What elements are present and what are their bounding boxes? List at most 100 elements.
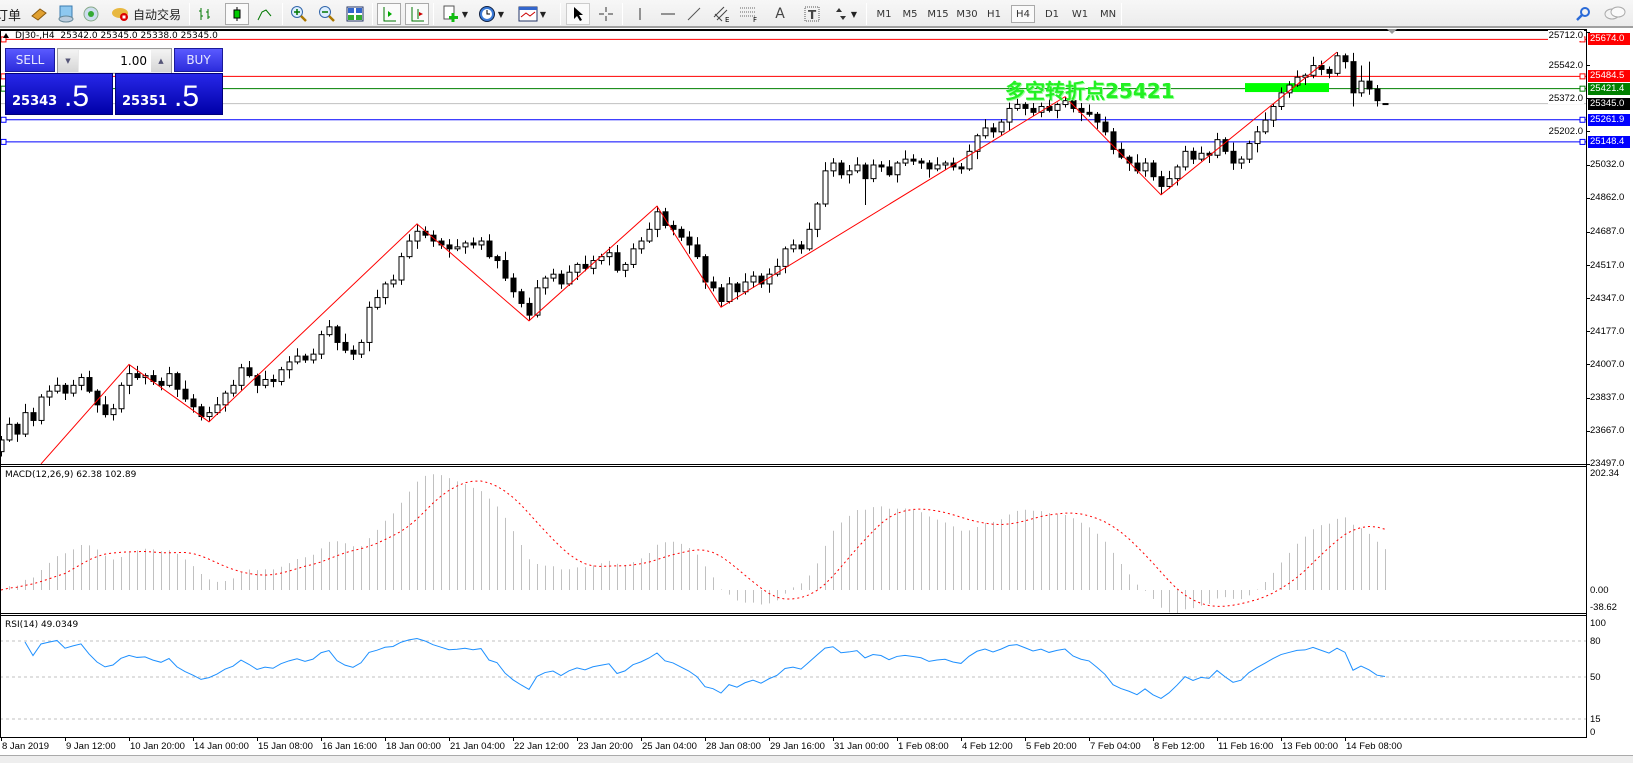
timeframe-h4-button[interactable]: H4 — [1011, 5, 1035, 23]
price-chart[interactable] — [0, 29, 1587, 465]
candle-body — [998, 121, 1005, 133]
sell-price-box[interactable]: 25343 .5 — [5, 73, 113, 115]
buy-price-box[interactable]: 25351 .5 — [115, 73, 223, 115]
lot-input[interactable]: 1.00 — [79, 50, 151, 72]
vertical-line-icon[interactable] — [630, 3, 650, 25]
rsi-pane[interactable] — [0, 617, 1587, 738]
candle-body — [510, 277, 517, 293]
auto-scroll-icon[interactable] — [377, 3, 401, 25]
candle-body — [990, 127, 997, 133]
date-tick-mark — [1089, 738, 1090, 741]
candle — [582, 255, 589, 272]
tile-windows-icon[interactable] — [344, 3, 366, 25]
candle — [910, 154, 917, 165]
candle-body — [214, 404, 221, 414]
date-tick-label: 28 Jan 08:00 — [706, 741, 761, 752]
candle — [646, 222, 653, 243]
macd-tick-label: 202.34 — [1590, 468, 1620, 479]
autotrading-button[interactable]: 自动交易 — [108, 3, 184, 25]
date-tick-mark — [897, 738, 898, 741]
candle — [918, 158, 925, 169]
timeframe-m1-button[interactable]: M1 — [876, 8, 892, 20]
periods-clock-icon[interactable]: ▼ — [476, 3, 506, 25]
candle-body — [0, 439, 5, 453]
fibonacci-icon[interactable]: F — [737, 3, 761, 25]
timeframe-m5-button[interactable]: M5 — [902, 8, 918, 20]
price-tick-mark — [1587, 164, 1590, 166]
price-tick-label: 25032.0 — [1590, 159, 1625, 171]
candle-body — [934, 164, 941, 170]
arrows-icon[interactable]: ▼ — [828, 3, 862, 25]
date-tick-label: 8 Feb 12:00 — [1154, 741, 1205, 752]
cursor-icon[interactable] — [566, 3, 590, 25]
signals-icon[interactable] — [80, 3, 102, 25]
price-tick-label: 23497.0 — [1590, 458, 1625, 470]
pane-separator[interactable] — [0, 613, 1587, 616]
timeframe-h1-button[interactable]: H1 — [987, 8, 1001, 20]
candle-body — [286, 361, 293, 371]
candle — [542, 275, 549, 295]
buy-button[interactable]: BUY — [174, 48, 223, 72]
trendline-icon[interactable] — [683, 3, 705, 25]
history-icon[interactable] — [55, 3, 77, 25]
crosshair-icon[interactable] — [595, 3, 617, 25]
line-chart-icon[interactable] — [254, 3, 276, 25]
price-tick-mark — [1587, 197, 1590, 199]
candle — [862, 162, 869, 205]
candle — [830, 158, 837, 177]
candle-body — [518, 291, 525, 304]
timeframe-mn-button[interactable]: MN — [1099, 8, 1117, 20]
level-handle — [1579, 138, 1586, 145]
timeframe-w1-button[interactable]: W1 — [1071, 8, 1089, 20]
candle-body — [278, 369, 285, 382]
chart-shift-marker[interactable] — [1387, 29, 1397, 34]
search-icon[interactable] — [1573, 3, 1593, 25]
rsi-tick-label: 0 — [1590, 727, 1596, 738]
timeframe-m15-button[interactable]: M15 — [927, 8, 949, 20]
price-tick-label: 24687.0 — [1590, 226, 1625, 238]
date-tick-label: 16 Jan 16:00 — [322, 741, 377, 752]
candle-body — [118, 384, 125, 410]
macd-pane[interactable] — [0, 467, 1587, 614]
candle-body — [1118, 148, 1125, 158]
candle-body — [342, 341, 349, 351]
candle-body — [846, 170, 853, 176]
zoom-in-icon[interactable] — [288, 3, 310, 25]
candle — [1030, 102, 1037, 116]
candle-body — [46, 390, 53, 398]
price-tick-mark — [1587, 65, 1590, 67]
new-chart-icon[interactable]: ▼ — [440, 3, 470, 25]
zoom-out-icon[interactable] — [316, 3, 338, 25]
navigator-book-icon[interactable] — [28, 3, 50, 25]
candle-body — [902, 158, 909, 164]
date-tick-mark — [705, 738, 706, 741]
pivot-text-label[interactable]: 多空转折点25421 — [1005, 79, 1175, 103]
lot-increase-button[interactable]: ▲ — [151, 50, 171, 72]
text-icon[interactable]: A — [775, 6, 785, 22]
equidistant-channel-icon[interactable]: E — [710, 3, 734, 25]
autotrading-icon — [111, 8, 128, 21]
candle — [518, 288, 525, 308]
sell-button[interactable]: SELL — [5, 48, 55, 72]
timeframe-m30-button[interactable]: M30 — [956, 8, 978, 20]
chart-shift-icon[interactable] — [405, 3, 429, 25]
text-label-icon[interactable]: T — [802, 3, 822, 25]
pane-separator[interactable] — [0, 464, 1587, 467]
candle-body — [158, 380, 165, 386]
timeframe-d1-button[interactable]: D1 — [1044, 8, 1060, 20]
candle-body — [982, 127, 989, 137]
price-tick-mark — [1587, 298, 1590, 300]
candle-body — [1086, 111, 1093, 115]
lot-decrease-button[interactable]: ▼ — [58, 50, 78, 72]
candlestick-icon[interactable] — [225, 3, 249, 25]
chat-icon[interactable] — [1602, 3, 1628, 25]
templates-icon[interactable]: ▼ — [517, 3, 547, 25]
collapse-triangle-icon[interactable] — [3, 33, 9, 38]
candle-body — [814, 203, 821, 230]
bar-chart-icon[interactable] — [194, 3, 216, 25]
candle-body — [1270, 105, 1277, 121]
new-order-button[interactable]: 订单 — [0, 3, 22, 25]
horizontal-line-icon[interactable] — [657, 3, 679, 25]
candle-body — [334, 326, 341, 343]
date-tick-mark — [65, 738, 66, 741]
